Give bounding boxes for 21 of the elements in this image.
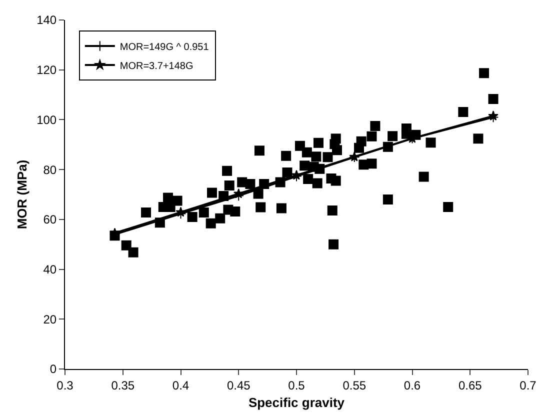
y-tick-label: 140: [36, 13, 57, 28]
y-tick-label: 60: [43, 212, 57, 227]
x-tick-label: 0.4: [172, 378, 190, 392]
y-tick-label: 80: [43, 162, 57, 177]
y-tick-label: 100: [36, 112, 57, 127]
legend-label: MOR=149G ^ 0.951: [120, 42, 210, 53]
legend-label: MOR=3.7+148G: [120, 60, 194, 72]
x-tick-label: 0.7: [520, 378, 537, 392]
x-tick-label: 0.45: [226, 378, 251, 392]
y-tick-label: 20: [43, 312, 57, 326]
y-axis-title: MOR (MPa): [14, 160, 30, 230]
x-axis-title: Specific gravity: [248, 395, 346, 410]
x-tick-label: 0.6: [404, 378, 421, 392]
x-tick-label: 0.65: [458, 378, 482, 392]
x-tick-label: 0.55: [342, 378, 366, 392]
y-tick-label: 40: [43, 262, 57, 276]
y-tick-label: 0: [50, 362, 57, 376]
x-tick-label: 0.5: [288, 378, 306, 392]
y-tick-label: 120: [36, 63, 57, 78]
x-tick-label: 0.3: [56, 378, 74, 392]
x-tick-label: 0.35: [111, 378, 135, 392]
